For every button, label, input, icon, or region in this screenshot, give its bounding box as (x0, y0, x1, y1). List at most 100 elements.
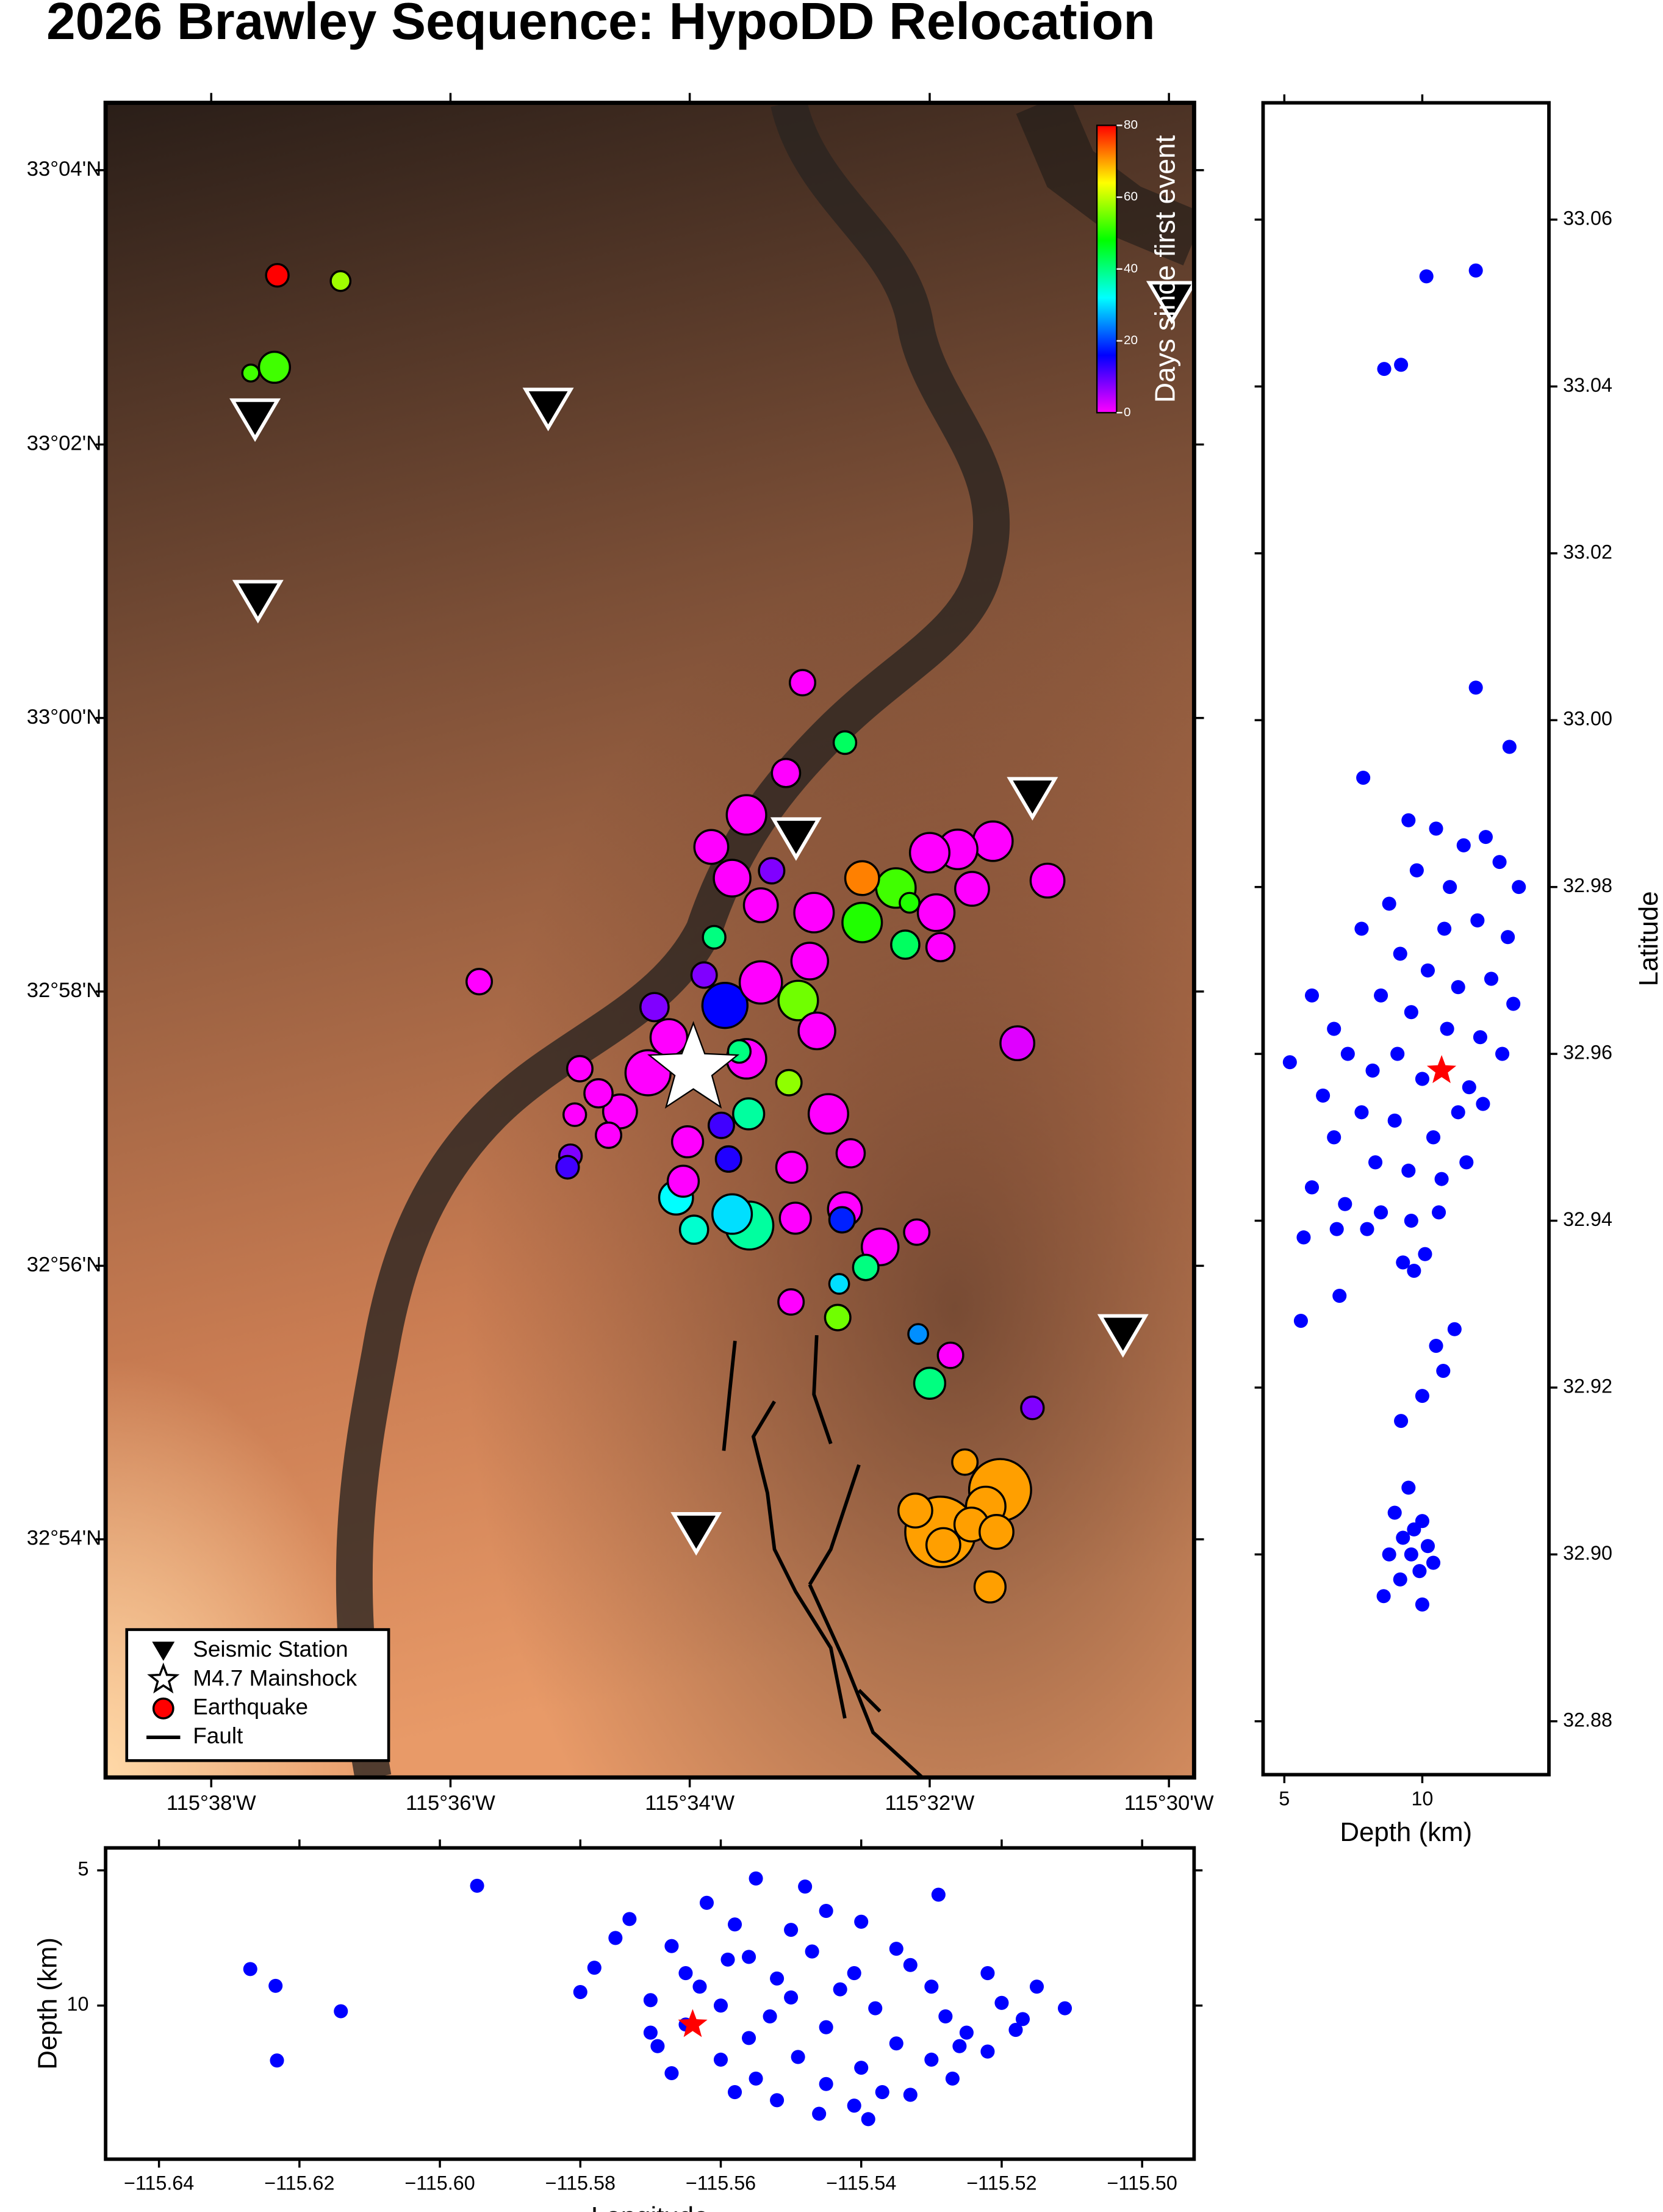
x-tick-label: −115.60 (404, 2172, 475, 2194)
hypocenter (1451, 980, 1465, 995)
hypocenter (868, 2001, 883, 2016)
earthquake (835, 1138, 866, 1169)
hypocenter (1407, 1522, 1421, 1537)
hypocenter (1429, 821, 1443, 836)
hypocenter (1008, 2023, 1023, 2037)
hypocenter (1338, 1197, 1352, 1211)
hypocenter (819, 1904, 833, 1918)
hypocenter (692, 1980, 707, 1994)
y-tick-label: 32.92 (1563, 1375, 1612, 1397)
hypocenter (1368, 1155, 1383, 1170)
earthquake (907, 1323, 930, 1345)
hypocenter (742, 1950, 756, 1964)
y-tick-label: 33.00 (1563, 708, 1612, 730)
hypocenter (622, 1912, 637, 1926)
lon-depth-frame (104, 1846, 1196, 2161)
x-tick-label: −115.58 (545, 2172, 616, 2194)
y-tick-label: 32.88 (1563, 1709, 1612, 1731)
hypocenter (819, 2077, 833, 2091)
earthquake (797, 1011, 836, 1051)
hypocenter (903, 2088, 918, 2102)
y-tick-label: 33.02 (1563, 541, 1612, 563)
earthquake (890, 929, 921, 960)
seismic-station (522, 387, 574, 431)
x-tick-label: 5 (1279, 1787, 1290, 1809)
x-tick-label: −115.56 (686, 2172, 756, 2194)
earthquake (832, 730, 858, 755)
legend-label: Seismic Station (193, 1637, 348, 1662)
hypocenter (1327, 1021, 1342, 1036)
hypocenter (1387, 1113, 1402, 1128)
y-axis-label: Depth (km) (32, 1937, 62, 2070)
hypocenter (1501, 930, 1515, 945)
hypocenter (270, 2053, 284, 2068)
x-tick-label: −115.64 (124, 2172, 194, 2194)
hypocenter (1374, 1205, 1388, 1220)
y-tick-label: 33°00'N (27, 705, 101, 729)
hypocenter (1382, 1547, 1396, 1562)
hypocenter (664, 1939, 679, 1953)
hypocenter (713, 2052, 728, 2067)
hypocenter (1419, 269, 1434, 284)
earthquake (257, 350, 292, 384)
earthquake (936, 1341, 964, 1369)
terrain (106, 103, 1194, 1778)
hypocenter (784, 1923, 799, 1937)
y-tick-label: 32°54'N (27, 1527, 101, 1550)
x-tick-label: 115°32'W (885, 1792, 975, 1815)
earthquake (925, 932, 956, 962)
hypocenter (1426, 1130, 1441, 1145)
hypocenter (1420, 963, 1435, 978)
hypocenter (1447, 1322, 1462, 1336)
hypocenter (1356, 770, 1371, 785)
earthquake (925, 1527, 961, 1563)
earthquake (999, 1025, 1036, 1062)
hypocenter (1304, 988, 1320, 1003)
hypocenter (1412, 1564, 1427, 1579)
colorbar (1096, 124, 1118, 414)
legend-symbol (147, 1662, 180, 1694)
hypocenter (1401, 1163, 1416, 1178)
earthquake (742, 887, 779, 923)
hypocenter (1316, 1088, 1331, 1103)
hypocenter (1476, 1097, 1490, 1111)
earthquake (954, 871, 990, 907)
hypocenter (1443, 880, 1457, 895)
colorbar-tick-label: 60 (1124, 190, 1138, 204)
hypocenter (1354, 921, 1369, 936)
hypocenter (1415, 1389, 1429, 1403)
hypocenter (994, 1995, 1009, 2010)
earthquake (778, 1201, 812, 1235)
hypocenter (1404, 1213, 1418, 1228)
hypocenter (1329, 1222, 1344, 1236)
earthquake (973, 1570, 1007, 1604)
hypocenter (812, 2106, 827, 2121)
hypocenter (243, 1962, 257, 1976)
colorbar-tick-label: 0 (1124, 405, 1131, 419)
hypocenter (1415, 1072, 1429, 1086)
earthquake (951, 1448, 979, 1476)
earthquake (841, 901, 883, 943)
hypocenter (1468, 263, 1483, 278)
hypocenter (1451, 1105, 1465, 1120)
earthquake (670, 1125, 705, 1159)
y-tick-label: 33.06 (1563, 207, 1612, 229)
hypocenter (713, 1998, 728, 2013)
earthquake (678, 1214, 709, 1245)
earthquake (714, 1145, 742, 1173)
map-markers (229, 262, 1194, 1604)
hypocenter (854, 1914, 869, 1929)
earthquake (690, 961, 718, 989)
earthquake (725, 794, 767, 836)
hypocenter (727, 2084, 742, 2100)
hypocenter (699, 1895, 714, 1910)
earthquake (666, 1164, 700, 1198)
hypocenter (1409, 863, 1424, 877)
hypocenter (1436, 1364, 1451, 1378)
y-tick-label: 10 (66, 1993, 88, 2015)
hypocenter (268, 1978, 283, 1993)
earthquake (828, 1273, 850, 1295)
colorbar-tick-label: 40 (1124, 261, 1138, 275)
hypocenter (1432, 1205, 1446, 1220)
earthquake (649, 1018, 689, 1057)
